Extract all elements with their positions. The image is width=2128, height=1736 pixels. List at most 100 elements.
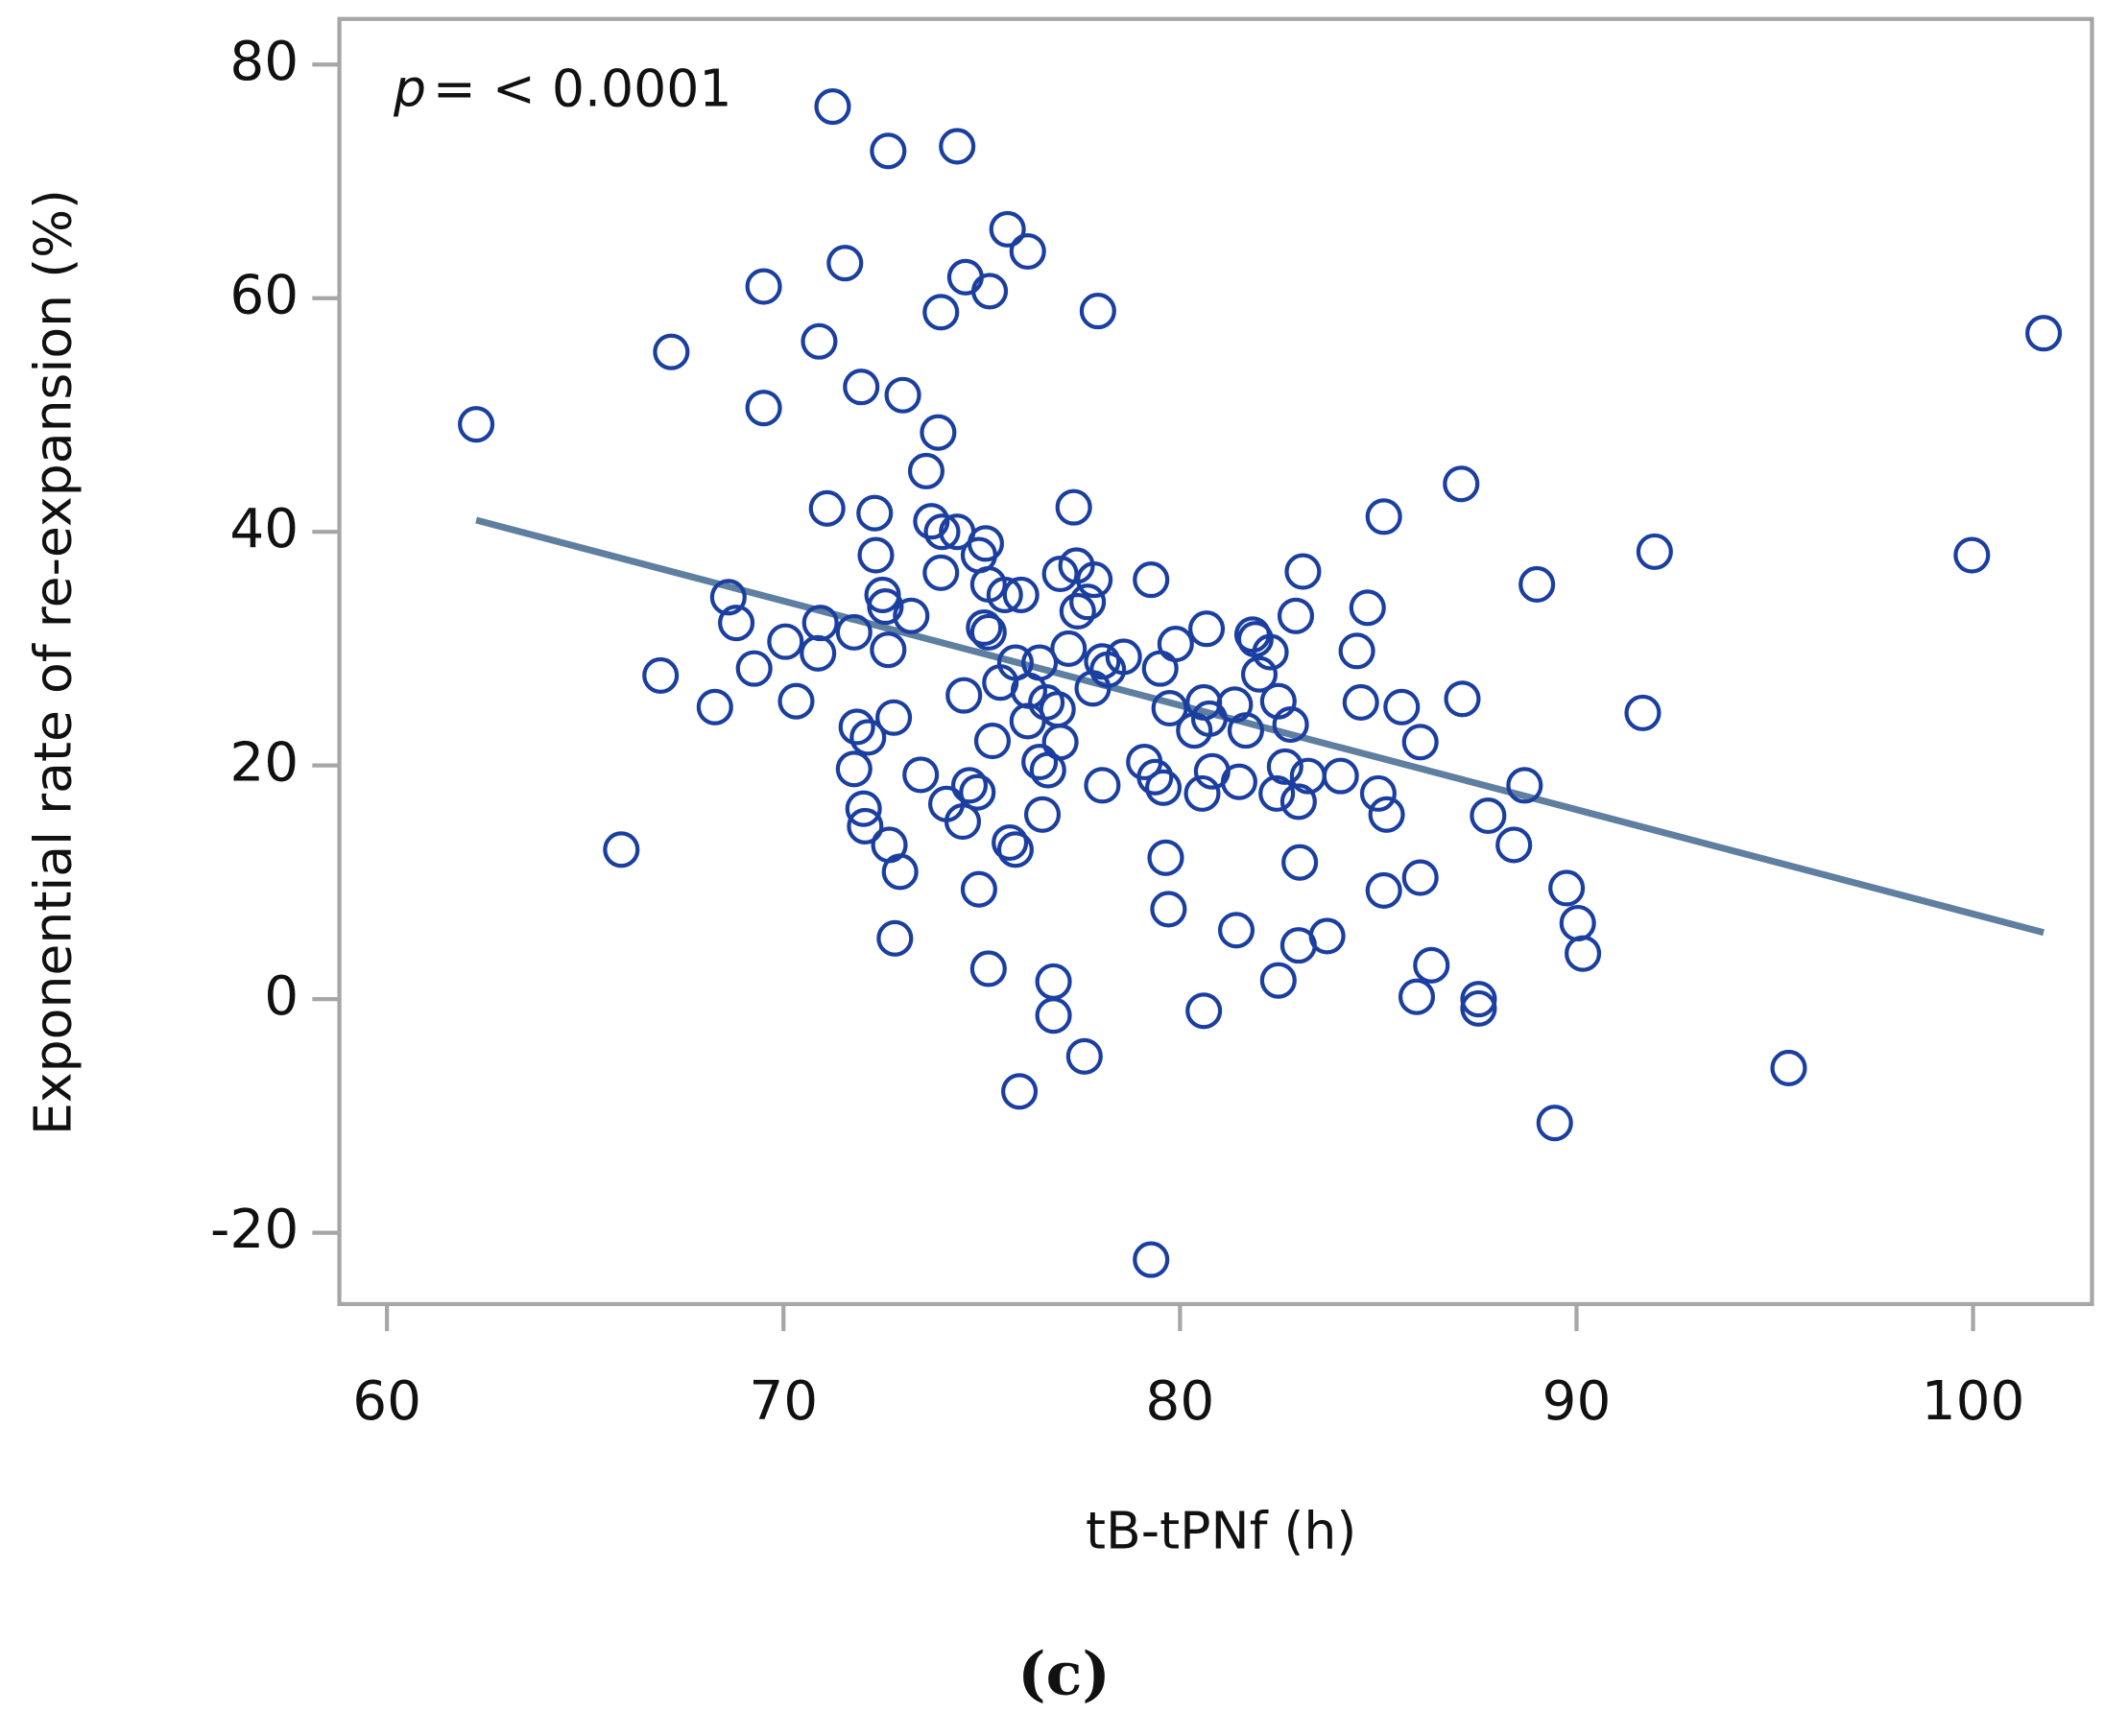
scatter-point	[603, 831, 640, 868]
scatter-point	[1259, 682, 1297, 720]
scatter-point	[1023, 796, 1062, 833]
scatter-point	[1443, 465, 1480, 503]
scatter-point	[1133, 1241, 1170, 1278]
scatter-point	[847, 807, 884, 845]
scatter-point	[2025, 315, 2063, 352]
scatter-point	[1039, 691, 1076, 728]
scatter-point	[893, 597, 930, 634]
scatter-point	[1151, 689, 1188, 727]
scatter-point	[1259, 962, 1297, 999]
scatter-point	[856, 494, 894, 532]
scatter-point	[826, 245, 864, 282]
scatter-point	[1059, 592, 1096, 630]
scatter-point	[653, 333, 690, 370]
scatter-point	[922, 294, 960, 331]
scatter-point	[1021, 743, 1059, 781]
scatter-point	[996, 831, 1034, 868]
scatter-point	[1281, 844, 1319, 881]
scatter-point	[1365, 871, 1402, 909]
scatter-point	[835, 750, 873, 788]
scatter-point	[969, 950, 1007, 987]
scatter-point	[1035, 963, 1072, 1000]
scatter-point	[1413, 946, 1450, 984]
scatter-point	[1279, 783, 1317, 820]
scatter-point	[966, 608, 1003, 647]
scatter-point	[1548, 869, 1586, 907]
scatter-point	[1035, 997, 1072, 1034]
scatter-point	[1220, 763, 1257, 800]
scatter-point	[1322, 757, 1359, 795]
scatter-point	[1770, 1049, 1807, 1087]
scatter-point	[1277, 597, 1315, 634]
y-axis-label: Exponential rate of re-expansion (%)	[22, 189, 83, 1135]
scatter-point	[1559, 904, 1596, 942]
scatter-point	[1368, 796, 1405, 833]
scatter-point	[969, 613, 1007, 651]
scatter-point	[950, 767, 989, 804]
scatter-point	[857, 536, 895, 574]
scatter-point	[945, 677, 983, 714]
scatter-point	[718, 605, 755, 642]
y-tick-label: 0	[264, 965, 299, 1028]
scatter-point	[808, 489, 846, 527]
scatter-point	[1009, 232, 1046, 271]
scatter-point	[1084, 767, 1121, 804]
scatter-point	[1147, 839, 1184, 876]
scatter-point	[1495, 826, 1533, 864]
scatter-point	[922, 554, 960, 591]
scatter-point	[986, 576, 1023, 613]
scatter-point	[876, 919, 914, 957]
scatter-point	[902, 756, 940, 794]
scatter-point	[939, 128, 976, 165]
scatter-point	[913, 503, 950, 540]
scatter-point	[875, 699, 913, 736]
scatter-point	[920, 414, 957, 451]
scatter-point	[1069, 583, 1107, 621]
scatter-point	[1227, 712, 1264, 749]
x-tick-label: 60	[352, 1370, 421, 1433]
scatter-point	[1157, 626, 1194, 663]
scatter-point	[1258, 774, 1296, 812]
annotation-variable: p	[393, 59, 426, 119]
y-tick-label: 20	[229, 731, 299, 794]
scatter-point	[735, 650, 773, 687]
y-tick-label: -20	[210, 1199, 299, 1261]
scatter-point	[1398, 978, 1436, 1015]
plot-frame	[337, 16, 2094, 1306]
scatter-point	[696, 688, 733, 725]
scatter-point	[1150, 891, 1187, 928]
scatter-point	[960, 870, 997, 908]
scatter-point	[1184, 774, 1221, 812]
scatter-point	[1444, 680, 1481, 718]
scatter-point	[709, 579, 747, 616]
scatter-point	[992, 823, 1029, 862]
scatter-point	[923, 513, 961, 551]
scatter-point	[973, 723, 1012, 760]
scatter-point	[1365, 498, 1402, 535]
scatter-point	[1141, 650, 1179, 687]
scatter-point	[907, 452, 945, 489]
x-tick-label: 70	[749, 1370, 818, 1433]
scatter-point	[745, 390, 782, 427]
scatter-point	[1185, 992, 1223, 1030]
scatter-point	[1144, 769, 1183, 806]
y-tick-label: 40	[229, 498, 299, 560]
scatter-point	[1342, 683, 1379, 721]
scatter-point	[1079, 293, 1116, 330]
panel-label: (c)	[1017, 1639, 1111, 1709]
scatter-point	[1240, 655, 1279, 693]
scatter-point	[944, 803, 982, 841]
scatter-point	[1349, 589, 1386, 627]
scatter-point	[1284, 553, 1322, 590]
scatter-point	[1359, 774, 1397, 812]
scatter-point	[767, 623, 804, 660]
scatter-point	[1518, 565, 1556, 604]
scatter-point	[1401, 859, 1439, 896]
scatter-point	[1074, 670, 1112, 707]
scatter-point	[801, 322, 838, 360]
scatter-point	[1470, 797, 1507, 835]
scatter-point	[1002, 576, 1040, 613]
scatter-point	[845, 790, 882, 827]
scatter-point	[946, 258, 984, 296]
scatter-point	[1338, 632, 1375, 670]
